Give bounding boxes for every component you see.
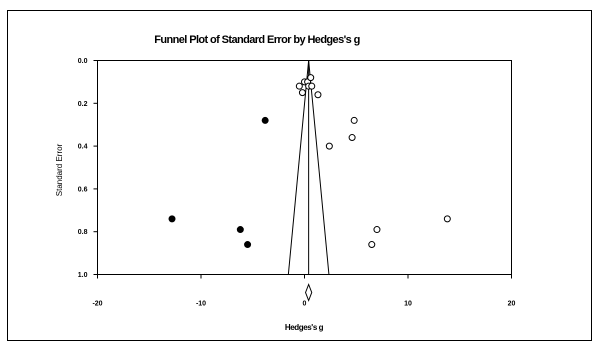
x-axis-label: Hedges's g bbox=[285, 323, 324, 332]
observed-study-point bbox=[373, 226, 381, 234]
x-tick-label: -20 bbox=[92, 301, 102, 308]
observed-study-point bbox=[368, 241, 376, 249]
y-tick-label: 0.0 bbox=[78, 58, 88, 65]
x-axis-ticks: -20 -10 0 10 20 bbox=[92, 274, 516, 308]
study-points bbox=[168, 74, 451, 249]
plot-box bbox=[97, 60, 512, 275]
y-tick-label: 0.6 bbox=[78, 186, 88, 193]
observed-study-point bbox=[350, 116, 358, 124]
funnel-left-line bbox=[287, 60, 310, 275]
y-tick-label: 0.4 bbox=[78, 144, 88, 151]
imputed-study-point bbox=[236, 226, 244, 234]
imputed-study-point bbox=[261, 116, 269, 124]
x-tick-label: 10 bbox=[404, 301, 412, 308]
imputed-study-point bbox=[244, 241, 252, 249]
plot-area: -20 -10 0 10 20 0.0 0.2 0.4 0.6 0.8 1.0 bbox=[78, 58, 516, 308]
observed-study-point bbox=[308, 82, 316, 90]
x-tick-label: 20 bbox=[508, 301, 516, 308]
chart-title: Funnel Plot of Standard Error by Hedges'… bbox=[154, 34, 359, 46]
x-tick-label: -10 bbox=[196, 301, 206, 308]
funnel-lines bbox=[287, 60, 330, 275]
observed-study-point bbox=[298, 89, 306, 97]
observed-study-point bbox=[314, 91, 322, 99]
summary-diamond bbox=[304, 283, 313, 302]
imputed-study-point bbox=[168, 215, 176, 223]
y-axis-ticks: 0.0 0.2 0.4 0.6 0.8 1.0 bbox=[78, 58, 98, 279]
y-tick-label: 0.8 bbox=[78, 229, 88, 236]
summary-diamond-group bbox=[304, 283, 313, 302]
observed-study-point bbox=[348, 134, 356, 142]
y-tick-label: 0.2 bbox=[78, 101, 88, 108]
y-axis-label: Standard Error bbox=[55, 143, 64, 196]
observed-study-point bbox=[443, 215, 451, 223]
observed-study-point bbox=[295, 82, 303, 90]
x-tick-label: 0 bbox=[303, 301, 307, 308]
y-tick-label: 1.0 bbox=[78, 272, 88, 279]
funnel-right-line bbox=[308, 60, 330, 275]
observed-study-point bbox=[307, 74, 315, 82]
observed-study-point bbox=[325, 142, 333, 150]
